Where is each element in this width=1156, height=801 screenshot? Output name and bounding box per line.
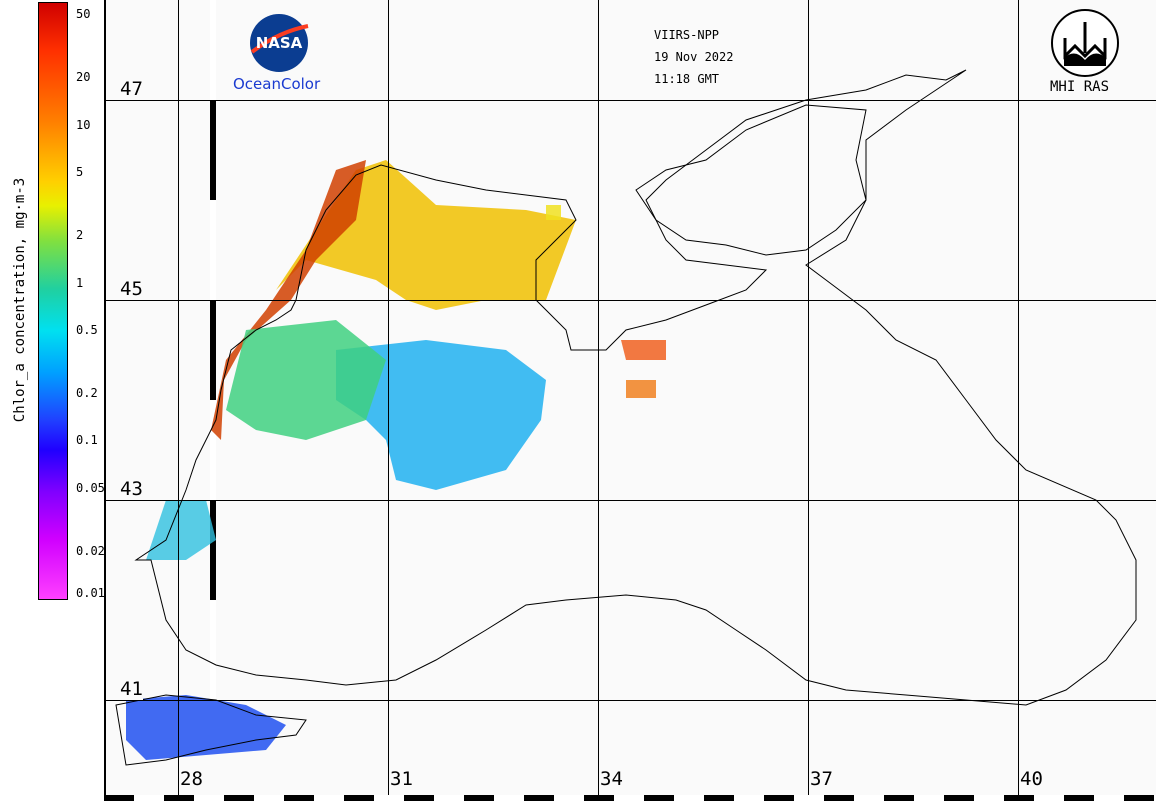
patch-central-green — [226, 320, 386, 440]
grid-line-lon-31 — [388, 0, 389, 795]
colorbar-tick-label: 0.01 — [76, 586, 105, 600]
grid-line-lat-45 — [106, 300, 1156, 301]
colorbar-tick-label: 0.05 — [76, 480, 105, 495]
colorbar-tick-label: 0.5 — [76, 322, 98, 337]
mhi-ras-logo — [1051, 9, 1119, 77]
lon-label-37: 37 — [810, 768, 833, 790]
patch-crimea-east — [621, 340, 666, 360]
lat-label-47: 47 — [120, 78, 143, 100]
colorbar-tick-label: 0.1 — [76, 433, 98, 448]
colorbar-tick-label: 10 — [76, 117, 91, 132]
mhi-ras-label: MHI RAS — [1050, 79, 1110, 95]
marmara-coastline — [115, 694, 307, 766]
time-label: 11:18 GMT — [654, 72, 720, 86]
lat-label-43: 43 — [120, 478, 143, 500]
colorbar-tick-label: 2 — [76, 228, 84, 242]
nasa-logo-text: NASA — [256, 34, 303, 52]
grid-line-lat-47 — [106, 100, 1156, 101]
grid-line-lon-28 — [178, 0, 179, 795]
patch-west-coast — [146, 500, 216, 560]
colorbar-tick-label: 1 — [76, 275, 84, 290]
grid-line-lat-41 — [106, 700, 1156, 701]
longitude-scale-bar — [104, 795, 1156, 801]
patch-crimea-south — [626, 380, 656, 398]
lon-label-40: 40 — [1020, 768, 1043, 790]
map-area[interactable]: 47 45 43 41 28 31 34 37 40 — [104, 0, 1156, 795]
latitude-tick-bar — [210, 0, 216, 700]
image-metadata: VIIRS-NPP 19 Nov 2022 11:18 GMT — [654, 24, 733, 90]
grid-line-lon-37 — [808, 0, 809, 795]
lon-label-34: 34 — [600, 768, 623, 790]
oceancolor-label: OceanColor — [233, 75, 321, 93]
sensor-label: VIIRS-NPP — [654, 28, 720, 42]
grid-line-lat-43 — [106, 500, 1156, 501]
map-svg — [115, 69, 1137, 766]
colorbar — [38, 2, 68, 600]
colorbar-tick-label: 50 — [76, 7, 91, 22]
colorbar-tick-label: 5 — [76, 165, 84, 180]
coastline — [134, 69, 1137, 706]
lat-label-45: 45 — [120, 278, 143, 300]
azov-coastline — [635, 104, 867, 256]
colorbar-tick-label: 0.2 — [76, 385, 98, 400]
lat-label-41: 41 — [120, 678, 143, 700]
lon-label-28: 28 — [180, 768, 203, 790]
lon-label-31: 31 — [390, 768, 413, 790]
grid-line-lon-40 — [1018, 0, 1019, 795]
date-label: 19 Nov 2022 — [654, 50, 734, 64]
grid-line-lon-34 — [598, 0, 599, 795]
colorbar-tick-label: 0.02 — [76, 543, 105, 558]
colorbar-tick-label: 20 — [76, 70, 91, 85]
patch-azov-point — [546, 205, 561, 220]
chlorophyll-patches — [126, 160, 666, 760]
colorbar-title: Chlor_a concentration, mg·m-3 — [12, 177, 28, 423]
nasa-logo: NASA — [250, 14, 309, 72]
